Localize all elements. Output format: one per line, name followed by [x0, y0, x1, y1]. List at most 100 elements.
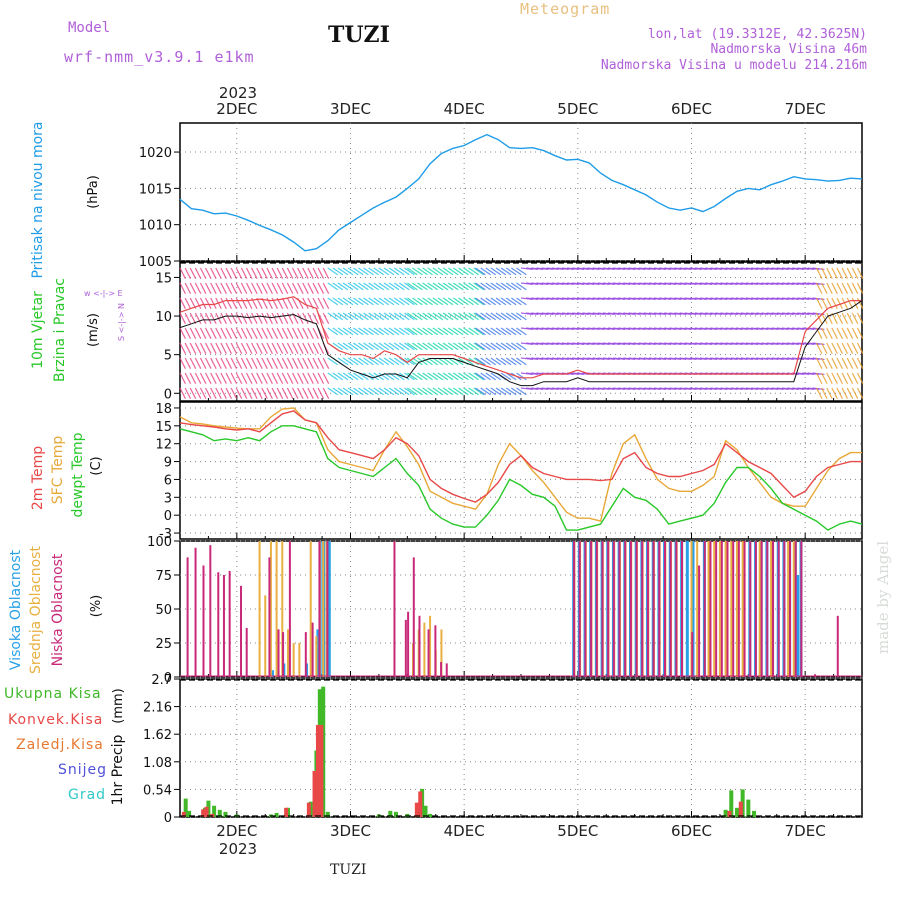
wind-barb	[526, 267, 539, 271]
wind-barb	[422, 387, 433, 396]
wind-barb	[556, 312, 569, 316]
wind-barb	[841, 312, 849, 324]
wind-barb	[561, 312, 574, 316]
wind-barb	[256, 387, 263, 399]
wind-barb	[526, 357, 539, 361]
wind-barb	[561, 282, 574, 286]
wind-barb	[831, 342, 838, 354]
wind-barb	[317, 282, 325, 294]
wind-barb	[347, 297, 359, 306]
wind-barb	[399, 357, 410, 366]
wind-barb	[500, 267, 512, 276]
wind-barb	[674, 267, 687, 271]
wind-ylabel-3: (m/s)	[86, 313, 101, 347]
wind-barb	[826, 327, 833, 339]
wind-barb	[240, 342, 248, 354]
wind-barb	[342, 357, 354, 366]
bottom-year-label: 2023	[219, 840, 257, 858]
wind-barb	[815, 357, 823, 369]
wind-barb	[353, 342, 364, 351]
wind-barb	[406, 327, 418, 336]
wind-barb	[245, 372, 253, 384]
wind-barb	[358, 312, 369, 321]
wind-barb	[251, 357, 258, 369]
wind-barb	[417, 387, 428, 396]
wind-barb	[505, 342, 517, 351]
wind-barb	[189, 387, 197, 399]
wind-ylabel-1: 10m Vjetar	[30, 291, 46, 369]
wind-barb	[317, 357, 325, 369]
wind-barb	[821, 267, 828, 279]
wind-barb	[766, 342, 779, 346]
wind-barb	[286, 327, 294, 339]
wind-barb	[383, 267, 395, 276]
wind-barb	[745, 282, 759, 286]
wind-barb	[771, 267, 784, 271]
wind-barb	[205, 342, 212, 354]
wind-barb	[725, 297, 738, 301]
wind-barb	[184, 342, 192, 354]
wind-barb	[751, 387, 764, 391]
temperature-ytick-label: 12	[155, 438, 172, 453]
wind-barb	[531, 387, 544, 391]
wind-barb	[516, 297, 527, 306]
wind-barb	[771, 312, 784, 316]
wind-barb	[659, 267, 672, 271]
wind-barb	[378, 282, 390, 291]
bottom-day-label: 4DEC	[444, 822, 485, 840]
wind-barb	[388, 342, 400, 351]
wind-barb	[373, 342, 385, 351]
wind-barb	[475, 297, 486, 306]
wind-barb	[342, 387, 354, 396]
wind-barb	[771, 297, 784, 301]
wind-barb	[205, 297, 212, 309]
wind-barb	[761, 282, 774, 286]
wind-barb	[358, 282, 369, 291]
wind-barb	[761, 312, 774, 316]
wind-barb	[271, 372, 279, 384]
wind-barb	[836, 282, 843, 294]
wind-barb	[669, 342, 682, 346]
wind-barb	[597, 282, 610, 286]
wind-barb	[536, 387, 549, 391]
wind-barb	[831, 297, 838, 309]
wind-barb	[556, 282, 569, 286]
temperature-ytick-label: 0	[164, 509, 172, 524]
wind-barb	[659, 387, 672, 391]
wind-barb	[266, 372, 273, 384]
wind-barb	[572, 372, 585, 376]
wind-barb	[520, 372, 533, 376]
wind-barb	[836, 312, 843, 324]
wind-barb	[577, 282, 590, 286]
wind-barb	[399, 282, 410, 291]
wind-barb	[612, 312, 626, 316]
wind-barb	[271, 387, 279, 399]
cloud-panel: 0 25 50 75 100	[147, 535, 863, 686]
wind-barb	[597, 297, 610, 301]
wind-barb	[210, 372, 217, 384]
temperature-ytick-label: 18	[155, 402, 172, 417]
wind-barb	[643, 357, 656, 361]
wind-barb	[786, 312, 799, 316]
wind-barb	[612, 267, 626, 271]
wind-barb	[771, 282, 784, 286]
wind-barb	[705, 267, 718, 271]
wind-barb	[551, 297, 564, 301]
wind-barb	[607, 267, 620, 271]
wind-barb	[179, 267, 186, 279]
precip-bar-total	[393, 811, 398, 817]
wind-barb	[841, 357, 849, 369]
wind-barb	[307, 357, 314, 369]
wind-barb	[422, 372, 433, 381]
wind-barb	[602, 357, 615, 361]
wind-barb	[442, 372, 454, 381]
wind-barb	[281, 312, 289, 324]
wind-barb	[577, 327, 590, 331]
wind-barb	[510, 282, 522, 291]
wind-barb	[705, 327, 718, 331]
wind-barb	[230, 282, 238, 294]
wind-barb	[689, 282, 702, 286]
wind-barb	[761, 357, 774, 361]
wind-barb	[245, 387, 253, 399]
wind-barb	[393, 267, 405, 276]
